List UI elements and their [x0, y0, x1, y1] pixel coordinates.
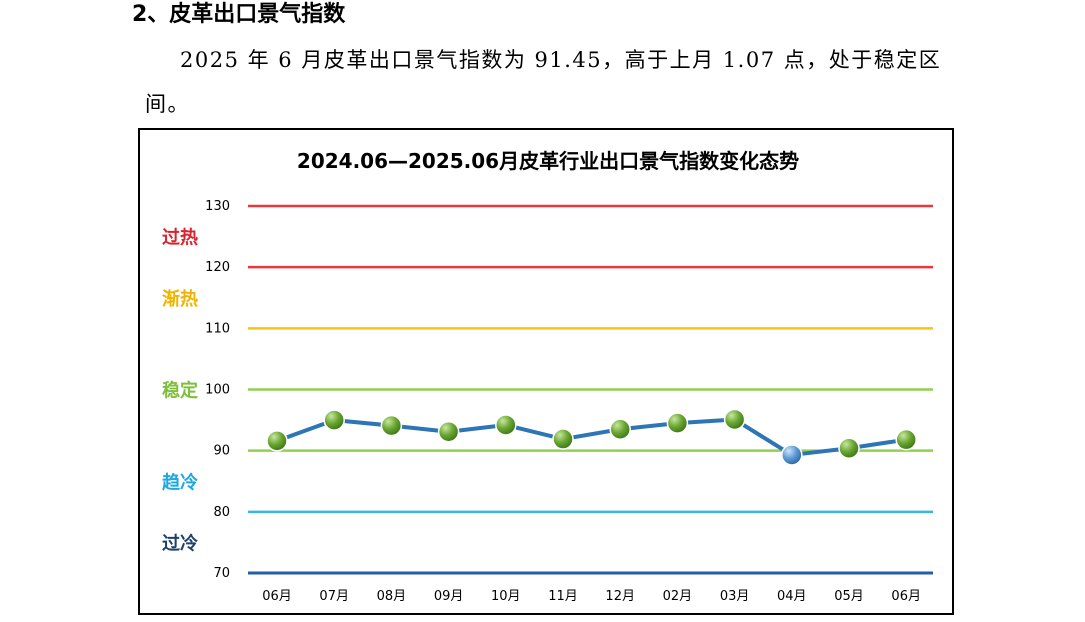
y-tick-label: 110: [205, 321, 230, 336]
x-tick-label: 06月: [891, 589, 921, 604]
data-point-marker: [895, 428, 917, 451]
x-tick-label: 12月: [605, 589, 635, 604]
y-tick-label: 80: [213, 505, 230, 520]
y-tick-label: 90: [213, 444, 230, 459]
summary-paragraph: 2025 年 6 月皮革出口景气指数为 91.45，高于上月 1.07 点，处于…: [145, 48, 942, 116]
zone-label: 渐热: [162, 288, 198, 310]
section-heading: 2、皮革出口景气指数: [132, 2, 346, 27]
x-tick-label: 09月: [434, 589, 464, 604]
zone-label: 稳定: [162, 380, 198, 402]
zone-label: 过冷: [162, 532, 198, 554]
data-point-marker: [380, 414, 403, 437]
y-tick-label: 70: [213, 566, 230, 581]
data-point-marker: [666, 412, 689, 434]
chart-title: 2024.06—2025.06月皮革行业出口景气指数变化态势: [297, 149, 799, 173]
export-index-line-chart: 2024.06—2025.06月皮革行业出口景气指数变化态势 70 80 90 100…: [162, 149, 933, 604]
data-point-marker: [552, 428, 574, 450]
x-tick-label: 04月: [777, 589, 807, 604]
zone-label: 趋冷: [162, 471, 198, 493]
data-point-marker: [266, 430, 288, 452]
x-tick-label: 03月: [720, 589, 750, 604]
x-tick-label: 05月: [834, 589, 864, 604]
chart-container: 2024.06—2025.06月皮革行业出口景气指数变化态势 70 80 90 100…: [138, 128, 954, 615]
data-point-marker: [781, 444, 803, 466]
x-tick-label: 02月: [663, 589, 693, 604]
data-point-marker: [495, 414, 517, 436]
x-tick-label: 07月: [319, 589, 349, 604]
x-tick-label: 06月: [262, 589, 292, 604]
x-tick-label: 11月: [548, 589, 578, 604]
data-point-marker: [838, 437, 860, 459]
y-tick-label: 130: [205, 199, 230, 214]
x-tick-label: 08月: [377, 589, 407, 604]
data-point-marker: [437, 420, 460, 443]
x-tick-label: 10月: [491, 589, 521, 604]
zone-label: 过热: [162, 227, 198, 249]
data-point-marker: [609, 418, 631, 441]
y-tick-label: 100: [205, 383, 230, 398]
data-point-marker: [323, 409, 345, 431]
data-point-marker: [723, 408, 746, 431]
y-tick-label: 120: [205, 260, 230, 275]
